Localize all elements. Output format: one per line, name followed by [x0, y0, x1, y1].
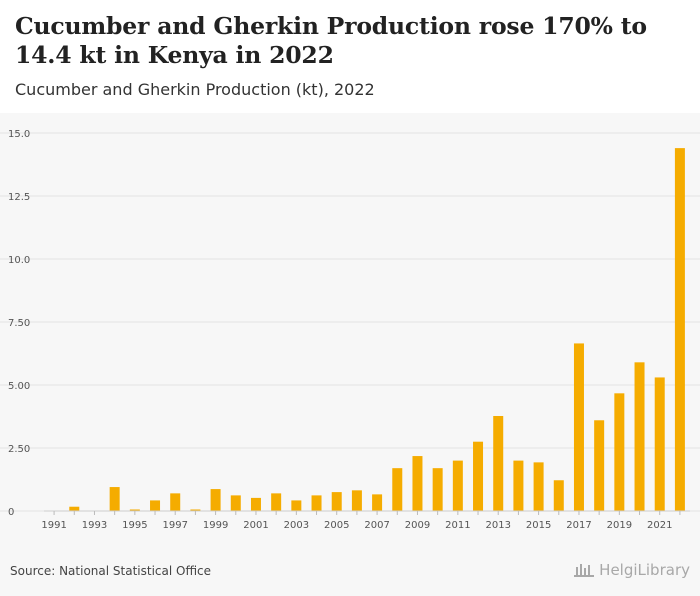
bar-1994 [109, 487, 120, 511]
bar-2014 [513, 460, 524, 511]
x-tick-label: 2013 [485, 520, 510, 531]
x-tick-label: 2009 [405, 520, 430, 531]
bar-1996 [150, 500, 161, 511]
y-tick-label: 0 [8, 507, 14, 518]
bar-2012 [473, 441, 484, 511]
bar-2003 [291, 500, 302, 511]
bar-1995 [129, 509, 140, 511]
chart-title: Cucumber and Gherkin Production rose 170… [15, 12, 647, 69]
y-axis-ticks: 0 2.50 5.00 7.50 10.0 12.5 15.0 [8, 129, 30, 518]
bar-2017 [573, 343, 584, 511]
library-icon [574, 564, 595, 577]
bar-2016 [553, 480, 564, 511]
y-tick-label: 12.5 [8, 192, 30, 203]
bar-1997 [170, 493, 181, 511]
bar-2015 [533, 462, 544, 511]
x-tick-label: 2015 [526, 520, 551, 531]
x-tick-label: 2001 [243, 520, 268, 531]
x-tick-label: 1991 [41, 520, 66, 531]
x-tick-label: 1999 [203, 520, 228, 531]
x-tick-label: 2017 [566, 520, 591, 531]
bar-2010 [432, 468, 443, 511]
bar-2011 [452, 460, 463, 511]
bars [69, 148, 685, 511]
y-tick-label: 5.00 [8, 381, 30, 392]
x-tick-label: 2007 [364, 520, 389, 531]
bar-2008 [392, 468, 403, 511]
bar-2018 [594, 420, 605, 511]
bar-2009 [412, 456, 423, 511]
source-note: Source: National Statistical Office [10, 564, 212, 578]
bar-2021 [654, 377, 665, 511]
bar-2000 [230, 495, 241, 511]
bar-2005 [331, 492, 342, 511]
y-tick-label: 7.50 [8, 318, 30, 329]
bar-1998 [190, 509, 201, 511]
bar-2007 [372, 494, 383, 511]
y-tick-label: 15.0 [8, 129, 30, 140]
x-tick-label: 2003 [284, 520, 309, 531]
x-axis: 1991 1993 1995 1997 1999 2001 2003 2005 2007 2009… [41, 510, 690, 531]
bar-2001 [250, 497, 261, 511]
bar-1999 [210, 489, 221, 511]
y-tick-label: 2.50 [8, 444, 30, 455]
x-tick-label: 1997 [162, 520, 187, 531]
chart-subtitle: Cucumber and Gherkin Production (kt), 20… [15, 80, 375, 99]
bar-2013 [493, 415, 504, 511]
bar-2020 [634, 362, 645, 511]
logo-text: HelgiLibrary [599, 561, 690, 579]
y-tick-label: 10.0 [8, 255, 30, 266]
header: Cucumber and Gherkin Production rose 170… [0, 0, 700, 113]
bar-2004 [311, 495, 322, 511]
bar-1992 [69, 506, 80, 511]
helgi-library-logo[interactable]: HelgiLibrary [573, 561, 690, 579]
bar-2019 [614, 393, 625, 511]
x-tick-label: 1993 [82, 520, 107, 531]
bar-2022 [674, 148, 685, 511]
bar-2006 [351, 490, 362, 511]
x-tick-label: 2021 [647, 520, 672, 531]
bar-2002 [271, 493, 282, 511]
x-tick-label: 2005 [324, 520, 349, 531]
x-tick-label: 1995 [122, 520, 147, 531]
x-tick-label: 2011 [445, 520, 470, 531]
x-tick-label: 2019 [607, 520, 632, 531]
